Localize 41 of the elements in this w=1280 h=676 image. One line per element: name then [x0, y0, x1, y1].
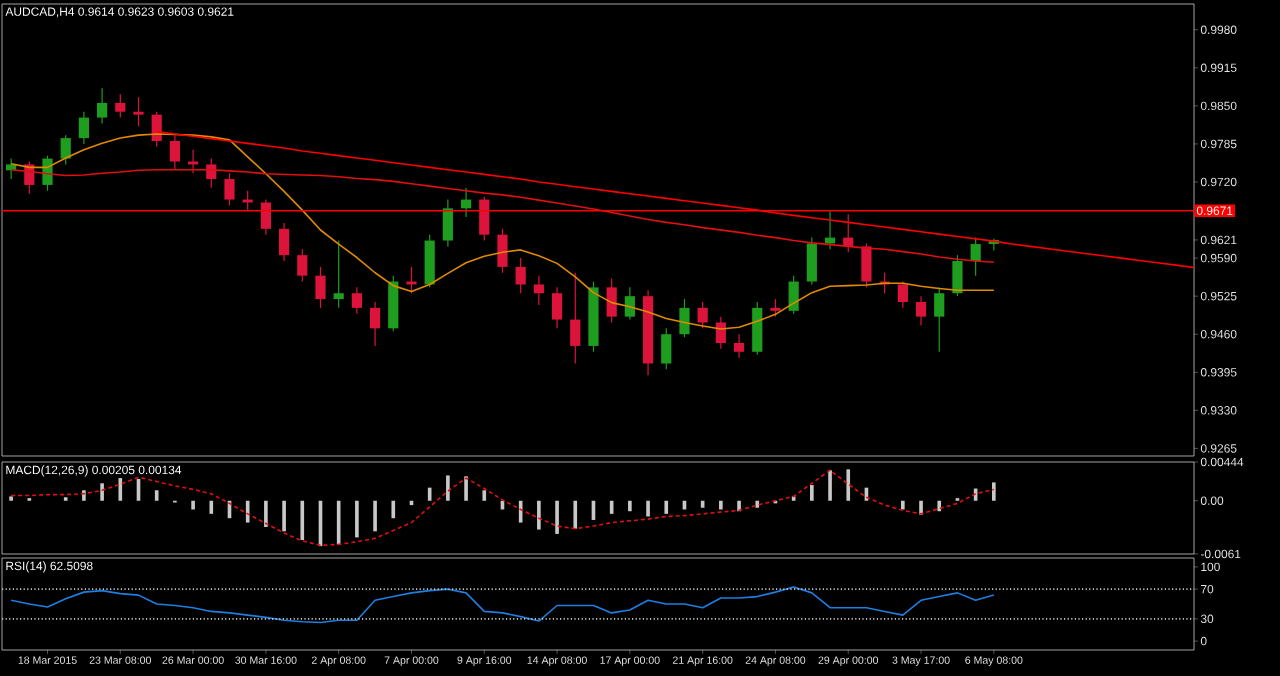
candlestick	[115, 93, 126, 119]
candlestick	[551, 286, 563, 329]
candlestick	[133, 96, 144, 127]
candlestick	[606, 277, 617, 324]
candlestick	[788, 275, 799, 315]
candlestick	[78, 111, 89, 145]
candlestick	[224, 172, 235, 207]
candlestick	[60, 134, 71, 166]
candlestick	[424, 234, 435, 288]
candlestick	[97, 87, 108, 125]
candlestick	[934, 286, 945, 353]
candlestick	[897, 280, 908, 309]
candlestick	[260, 198, 271, 236]
candlestick	[206, 157, 217, 189]
candlestick	[624, 286, 635, 321]
candlestick	[351, 286, 362, 315]
line-series	[10, 469, 995, 547]
candlestick	[952, 254, 963, 297]
candlestick	[442, 198, 453, 247]
candlestick	[570, 272, 581, 365]
candlestick	[661, 327, 672, 370]
candlestick	[861, 242, 872, 288]
candlestick	[333, 239, 344, 309]
candlestick	[697, 301, 708, 329]
candlestick	[388, 275, 399, 332]
candlestick	[970, 237, 981, 277]
candlestick	[752, 301, 763, 356]
candlestick	[369, 301, 381, 347]
candlestick	[533, 275, 544, 306]
candlestick	[315, 266, 326, 309]
candlestick	[915, 295, 927, 327]
candlestick	[497, 228, 508, 274]
candlestick	[515, 257, 526, 294]
candlestick	[479, 196, 490, 242]
candlestick	[679, 298, 690, 338]
candlestick	[806, 237, 817, 286]
candlestick	[297, 248, 308, 283]
candlestick	[169, 134, 180, 171]
candlestick	[733, 333, 745, 359]
candlestick	[460, 187, 472, 218]
candlestick	[278, 222, 290, 262]
